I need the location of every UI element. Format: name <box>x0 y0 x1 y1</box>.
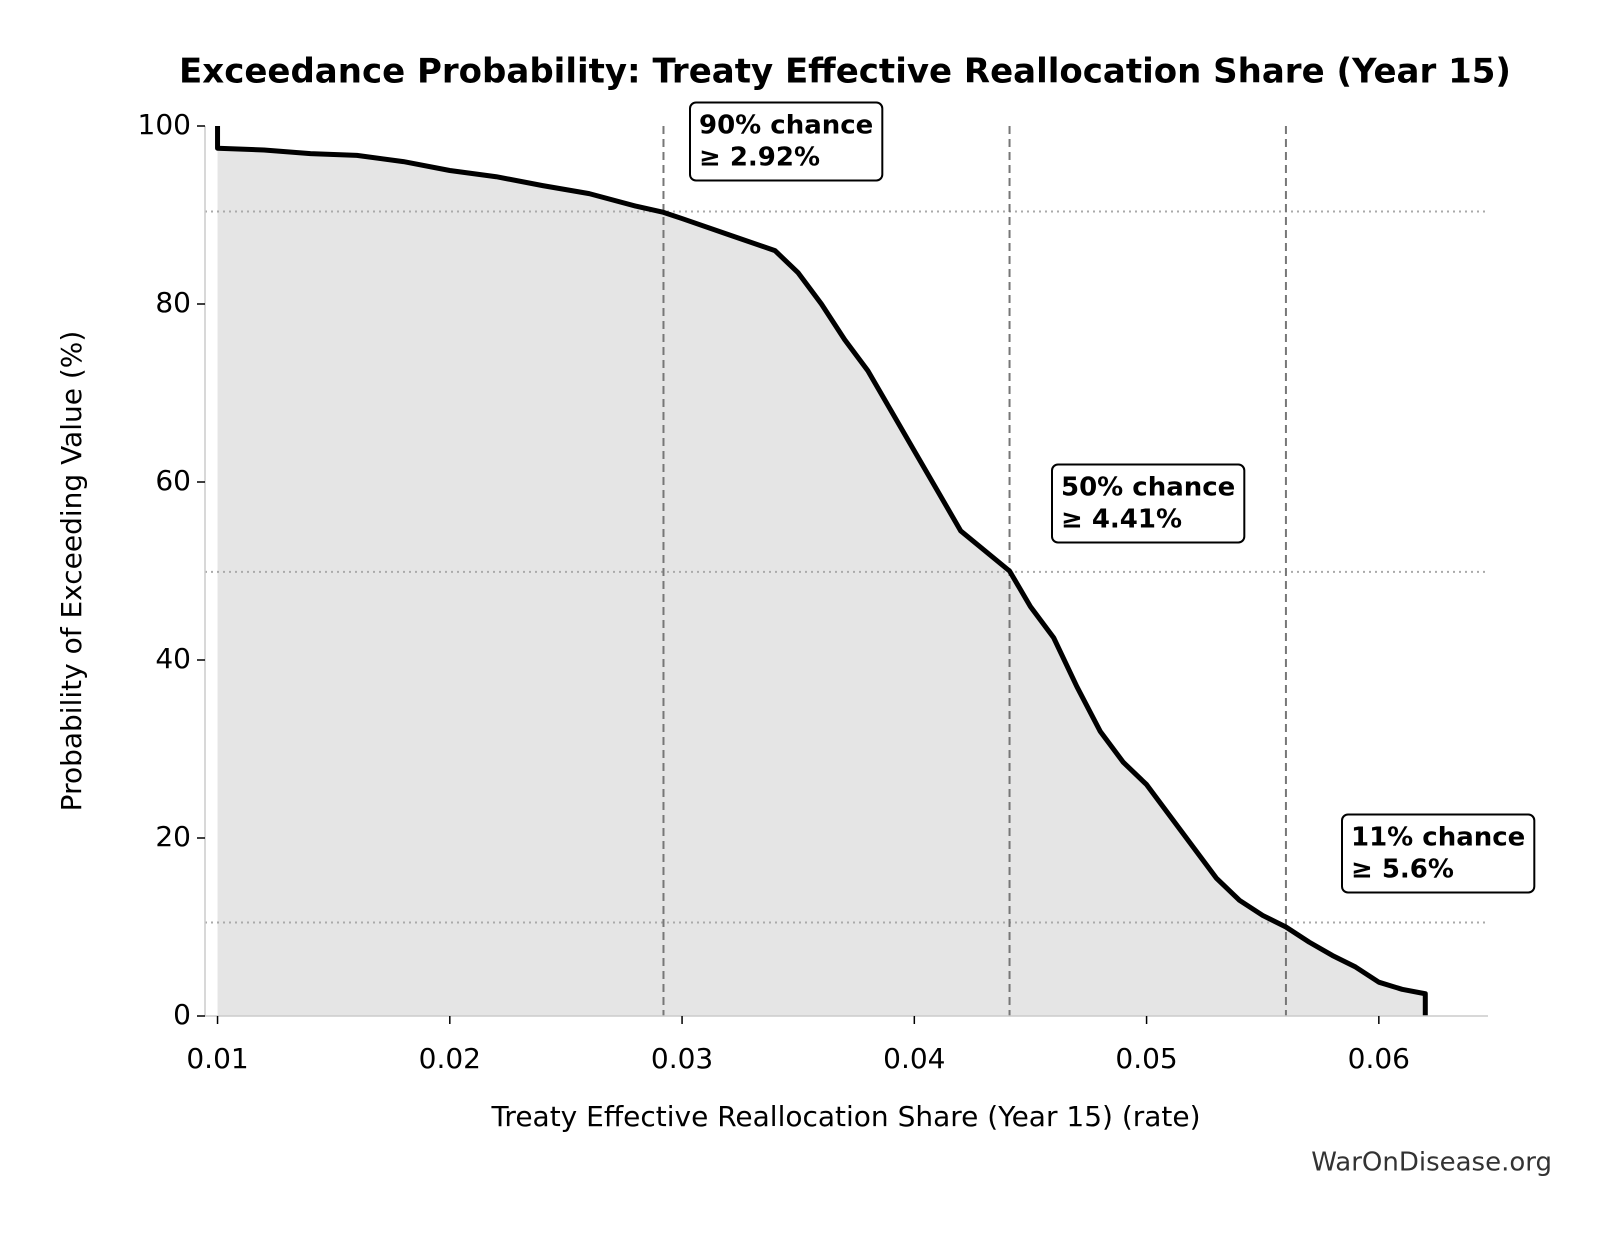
y-tick-label: 20 <box>155 820 191 853</box>
annotation-text: ≥ 2.92% <box>699 143 820 173</box>
area-fill <box>217 126 1426 1016</box>
annotation-text: ≥ 4.41% <box>1061 505 1182 535</box>
annotation: 50% chance≥ 4.41% <box>1051 463 1246 544</box>
annotation: 11% chance≥ 5.6% <box>1341 813 1536 894</box>
annotation-text: 90% chance <box>699 111 873 141</box>
annotation-box <box>1341 813 1536 894</box>
x-tick-label: 0.03 <box>651 1042 713 1075</box>
y-tick-label: 80 <box>155 286 191 319</box>
annotation-text: 50% chance <box>1061 473 1235 503</box>
x-tick-label: 0.04 <box>883 1042 945 1075</box>
chart-title: Exceedance Probability: Treaty Effective… <box>179 52 1511 92</box>
y-axis-label: Probability of Exceeding Value (%) <box>55 331 88 812</box>
annotation-box <box>1051 463 1246 544</box>
annotation-text: 11% chance <box>1351 823 1525 853</box>
y-tick-label: 100 <box>138 108 191 141</box>
source-label: WarOnDisease.org <box>1311 1148 1552 1178</box>
y-tick-label: 60 <box>155 464 191 497</box>
annotation: 90% chance≥ 2.92% <box>689 101 884 182</box>
y-tick-label: 0 <box>173 998 191 1031</box>
annotation-text: ≥ 5.6% <box>1351 855 1454 885</box>
annotation-box <box>689 101 884 182</box>
x-tick-label: 0.02 <box>419 1042 481 1075</box>
y-tick-label: 40 <box>155 642 191 675</box>
x-axis-label: Treaty Effective Reallocation Share (Yea… <box>490 1100 1200 1133</box>
line <box>215 126 1428 1016</box>
x-tick-label: 0.06 <box>1348 1042 1410 1075</box>
x-tick-label: 0.01 <box>186 1042 248 1075</box>
x-tick-label: 0.05 <box>1115 1042 1177 1075</box>
